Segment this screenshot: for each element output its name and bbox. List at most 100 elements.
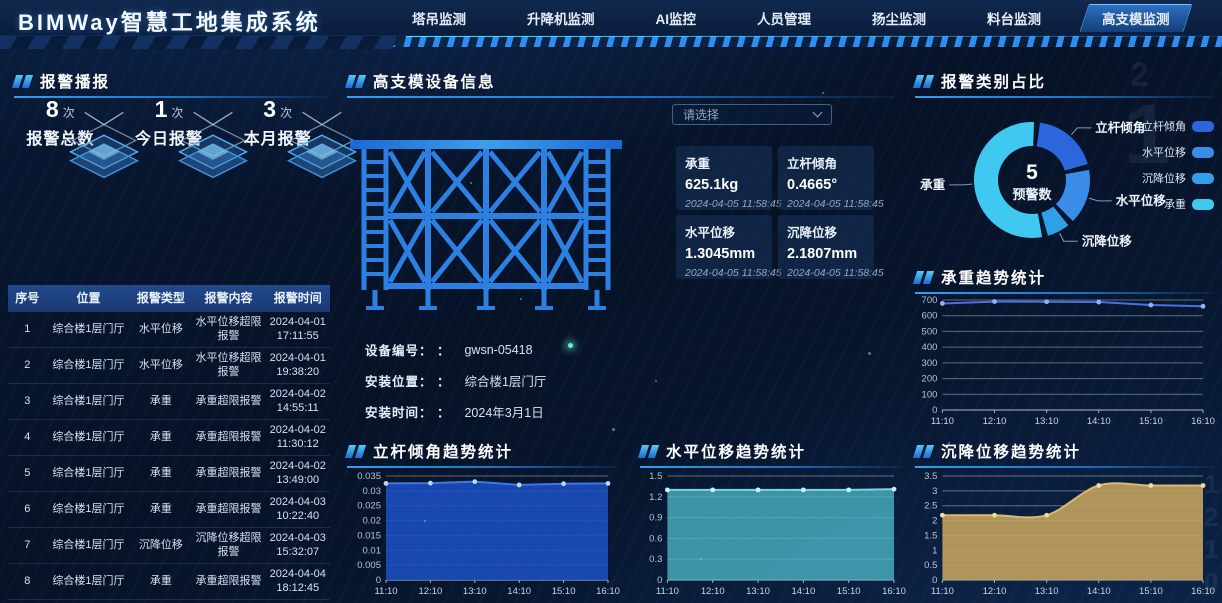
table-cell: 沉降位移超限报警 (195, 531, 262, 558)
sensor-card-label: 水平位移 (685, 226, 736, 240)
panel-marker-icon (637, 444, 660, 458)
table-row: 5 综合楼1层门厅 承重 承重超限报警 2024-04-02 13:49:00 (8, 456, 330, 492)
table-cell: 2 (24, 358, 31, 371)
svg-text:15:10: 15:10 (1139, 586, 1163, 597)
pie-legend-swatch (1192, 146, 1214, 158)
stat-label: 报警总数 (26, 131, 95, 148)
sensor-card-label: 沉降位移 (787, 226, 838, 240)
svg-text:15:10: 15:10 (1139, 416, 1163, 427)
nav-tab[interactable]: 料台监测 (987, 12, 1041, 27)
pie-legend-item[interactable]: 沉降位移 (1142, 170, 1214, 186)
sensor-card-timestamp: 2024-04-05 11:58:45 (787, 267, 884, 279)
sensor-card-value: 2.1807mm (787, 246, 858, 262)
svg-text:1.5: 1.5 (649, 471, 662, 482)
scaffold-graphic (350, 140, 622, 310)
nav-tab[interactable]: 升降机监测 (527, 12, 595, 27)
svg-text:13:10: 13:10 (463, 586, 487, 597)
alarm-stat: 8 次报警总数 (6, 96, 140, 258)
svg-text:12:10: 12:10 (701, 586, 725, 597)
pie-legend-item[interactable]: 立杆倾角 (1142, 118, 1214, 134)
table-row: 1 综合楼1层门厅 水平位移 水平位移超限报警 2024-04-01 17:11:55 (8, 312, 330, 348)
svg-text:0.6: 0.6 (649, 533, 662, 544)
svg-text:16:10: 16:10 (882, 586, 906, 597)
chevron-down-icon (812, 107, 823, 118)
main-nav: 塔吊监测升降机监测AI监控人员管理扬尘监测料台监测高支模监测管 (402, 0, 1222, 36)
table-cell: 2024-04-03 15:32:07 (269, 531, 326, 558)
svg-text:11:10: 11:10 (374, 586, 397, 597)
table-column-header: 报警内容 (204, 291, 253, 305)
svg-text:16:10: 16:10 (1191, 586, 1215, 597)
table-cell: 2024-04-03 10:22:40 (269, 495, 326, 522)
pie-legend-label: 水平位移 (1142, 147, 1186, 159)
svg-text:0: 0 (932, 575, 937, 586)
table-cell: 水平位移 (138, 358, 183, 371)
svg-text:12:10: 12:10 (983, 586, 1007, 597)
svg-text:600: 600 (922, 311, 938, 322)
table-cell: 5 (24, 466, 31, 479)
table-row: 2 综合楼1层门厅 水平位移 水平位移超限报警 2024-04-01 19:38:20 (8, 348, 330, 384)
svg-text:0.02: 0.02 (363, 516, 382, 527)
table-cell: 2024-04-01 17:11:55 (269, 315, 326, 342)
table-column-header: 报警类型 (136, 291, 185, 305)
svg-text:12:10: 12:10 (983, 416, 1007, 427)
device-select[interactable]: 请选择 (672, 104, 832, 125)
nav-tab[interactable]: 人员管理 (757, 12, 811, 27)
panel-marker-icon (912, 270, 935, 284)
table-cell: 综合楼1层门厅 (52, 538, 125, 551)
svg-text:0.005: 0.005 (357, 560, 381, 571)
panel-marker-icon (11, 74, 34, 88)
table-cell: 6 (24, 502, 31, 515)
svg-text:200: 200 (922, 374, 938, 385)
table-cell: 综合楼1层门厅 (52, 394, 125, 407)
horizontal-trend-panel-title: 水平位移趋势统计 (637, 440, 904, 468)
sensor-card-timestamp: 2024-04-05 11:58:45 (787, 198, 884, 210)
table-cell: 承重 (149, 502, 172, 515)
svg-text:500: 500 (922, 326, 938, 337)
pie-legend-item[interactable]: 承重 (1142, 196, 1214, 212)
nav-tab[interactable]: 扬尘监测 (872, 12, 926, 27)
svg-text:15:10: 15:10 (837, 586, 861, 597)
pie-panel-title: 报警类别占比 (912, 70, 1214, 98)
svg-text:1.2: 1.2 (649, 492, 662, 503)
nav-tab[interactable]: 高支模监测 (1092, 3, 1180, 33)
table-cell: 8 (24, 574, 31, 587)
table-cell: 承重超限报警 (195, 574, 262, 587)
panel-marker-icon (912, 444, 935, 458)
nav-tab[interactable]: 塔吊监测 (412, 12, 466, 27)
device-info: 设备编号： ： gwsn-05418 安装位置： ： 综合楼1层门厅 安装时间： ： 20… (365, 340, 546, 433)
svg-text:14:10: 14:10 (1087, 416, 1111, 427)
pie-legend-swatch (1192, 198, 1214, 210)
pie-legend-label: 沉降位移 (1142, 173, 1186, 185)
table-cell: 承重 (149, 466, 172, 479)
svg-text:14:10: 14:10 (1087, 586, 1111, 597)
pie-legend-item[interactable]: 水平位移 (1142, 144, 1214, 160)
svg-text:0.9: 0.9 (649, 513, 662, 524)
sensor-card: 承重 625.1kg 2024-04-05 11:58:45 (676, 146, 782, 210)
svg-text:2: 2 (932, 516, 937, 527)
table-row: 6 综合楼1层门厅 承重 承重超限报警 2024-04-03 10:22:40 (8, 492, 330, 528)
svg-text:14:10: 14:10 (791, 586, 815, 597)
svg-text:预警数: 预警数 (1012, 187, 1052, 202)
alarm-stats: 8 次报警总数 1 次今日报警 3 次本月报警 (6, 96, 357, 258)
svg-text:0.015: 0.015 (357, 530, 381, 541)
device-info-row: 设备编号： ： gwsn-05418 (365, 340, 546, 359)
svg-text:水平位移: 水平位移 (1116, 193, 1167, 208)
table-cell: 承重 (149, 430, 172, 443)
svg-text:13:10: 13:10 (1035, 416, 1059, 427)
table-row: 7 综合楼1层门厅 沉降位移 沉降位移超限报警 2024-04-03 15:32:07 (8, 528, 330, 564)
table-cell: 7 (24, 538, 31, 551)
device-panel-title: 高支模设备信息 (344, 70, 895, 98)
svg-text:5: 5 (1026, 161, 1038, 184)
table-cell: 综合楼1层门厅 (52, 574, 125, 587)
sensor-card-label: 承重 (685, 157, 711, 171)
horizontal-trend-chart: 0 0.3 0.6 0.9 1.2 1.5 11:10 12:10 13:10 14:10 15:1… (649, 471, 906, 597)
panel-marker-icon (344, 74, 367, 88)
table-cell: 水平位移超限报警 (195, 351, 262, 378)
alarm-panel-title: 报警播报 (11, 70, 328, 98)
nav-tab[interactable]: AI监控 (655, 12, 697, 27)
table-column-header: 序号 (15, 291, 40, 305)
sensor-cards: 承重 625.1kg 2024-04-05 11:58:45 立杆倾角 0.4665° 2… (676, 146, 884, 279)
svg-text:立杆倾角: 立杆倾角 (1095, 120, 1145, 135)
table-cell: 综合楼1层门厅 (52, 502, 125, 515)
